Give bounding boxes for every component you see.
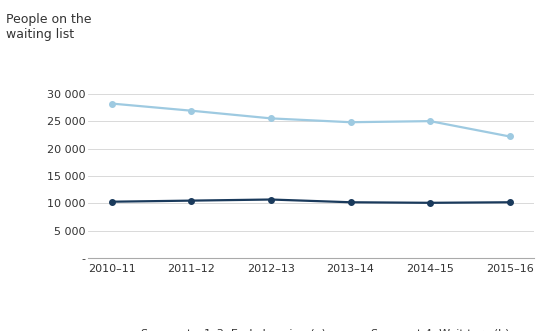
Text: People on the
waiting list: People on the waiting list [6,13,91,41]
Legend: Segments  1–3: Early housing (a), Segment 4: Wait turn (b): Segments 1–3: Early housing (a), Segment… [107,325,514,331]
